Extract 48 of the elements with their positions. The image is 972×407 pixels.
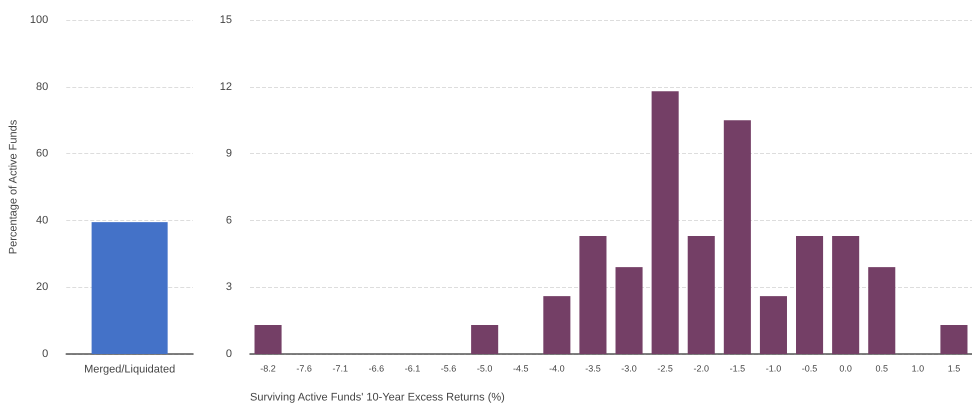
x-tick-label: -1.5 — [730, 364, 746, 374]
y-tick-label: 20 — [36, 281, 48, 294]
bar — [940, 325, 968, 354]
x-tick-label: -5.0 — [476, 364, 492, 374]
x-tick-label: 0.0 — [839, 364, 852, 374]
y-tick-label: 15 — [220, 14, 232, 26]
x-tick-label: -7.1 — [332, 364, 348, 374]
x-tick-label: 1.0 — [912, 364, 924, 374]
bar — [868, 267, 896, 354]
y-axis-title: Percentage of Active Funds — [8, 119, 20, 254]
bar — [579, 236, 606, 354]
bar — [616, 267, 643, 354]
y-tick-label: 6 — [226, 214, 232, 226]
x-tick-label: Merged/Liquidated — [84, 364, 176, 376]
y-tick-label: 60 — [36, 148, 48, 160]
bar — [471, 325, 498, 354]
x-tick-label: -1.0 — [766, 364, 782, 374]
x-tick-label: 1.5 — [948, 364, 960, 374]
x-tick-label: -0.5 — [802, 364, 818, 374]
x-tick-label: -3.0 — [621, 364, 637, 374]
x-tick-label: -7.6 — [296, 364, 312, 374]
x-tick-label: -2.5 — [657, 364, 673, 374]
x-tick-label: -4.0 — [549, 364, 565, 374]
x-tick-label: -8.2 — [260, 364, 276, 374]
bar — [832, 236, 860, 354]
x-tick-label: -5.6 — [440, 364, 456, 374]
x-axis-title: Surviving Active Funds' 10-Year Excess Returns (%) — [250, 392, 505, 404]
bar — [760, 296, 787, 354]
bar — [796, 236, 824, 354]
y-tick-label: 12 — [220, 80, 232, 93]
y-tick-label: 3 — [226, 281, 232, 294]
bar — [254, 325, 282, 354]
y-tick-label: 40 — [36, 214, 48, 226]
x-tick-label: -2.0 — [693, 364, 710, 374]
x-tick-label: -4.5 — [512, 364, 529, 374]
y-tick-label: 100 — [30, 14, 48, 26]
x-tick-label: -3.5 — [585, 364, 601, 374]
x-tick-label: -6.1 — [404, 364, 420, 374]
y-tick-label: 0 — [226, 348, 232, 360]
y-tick-label: 0 — [42, 348, 48, 360]
x-tick-label: 0.5 — [875, 364, 888, 374]
x-tick-label: -6.6 — [368, 364, 384, 374]
bar — [543, 296, 570, 354]
bar — [652, 91, 679, 354]
y-tick-label: 80 — [36, 80, 48, 93]
bar — [688, 236, 715, 354]
y-tick-label: 9 — [226, 148, 232, 160]
bar — [724, 120, 751, 354]
